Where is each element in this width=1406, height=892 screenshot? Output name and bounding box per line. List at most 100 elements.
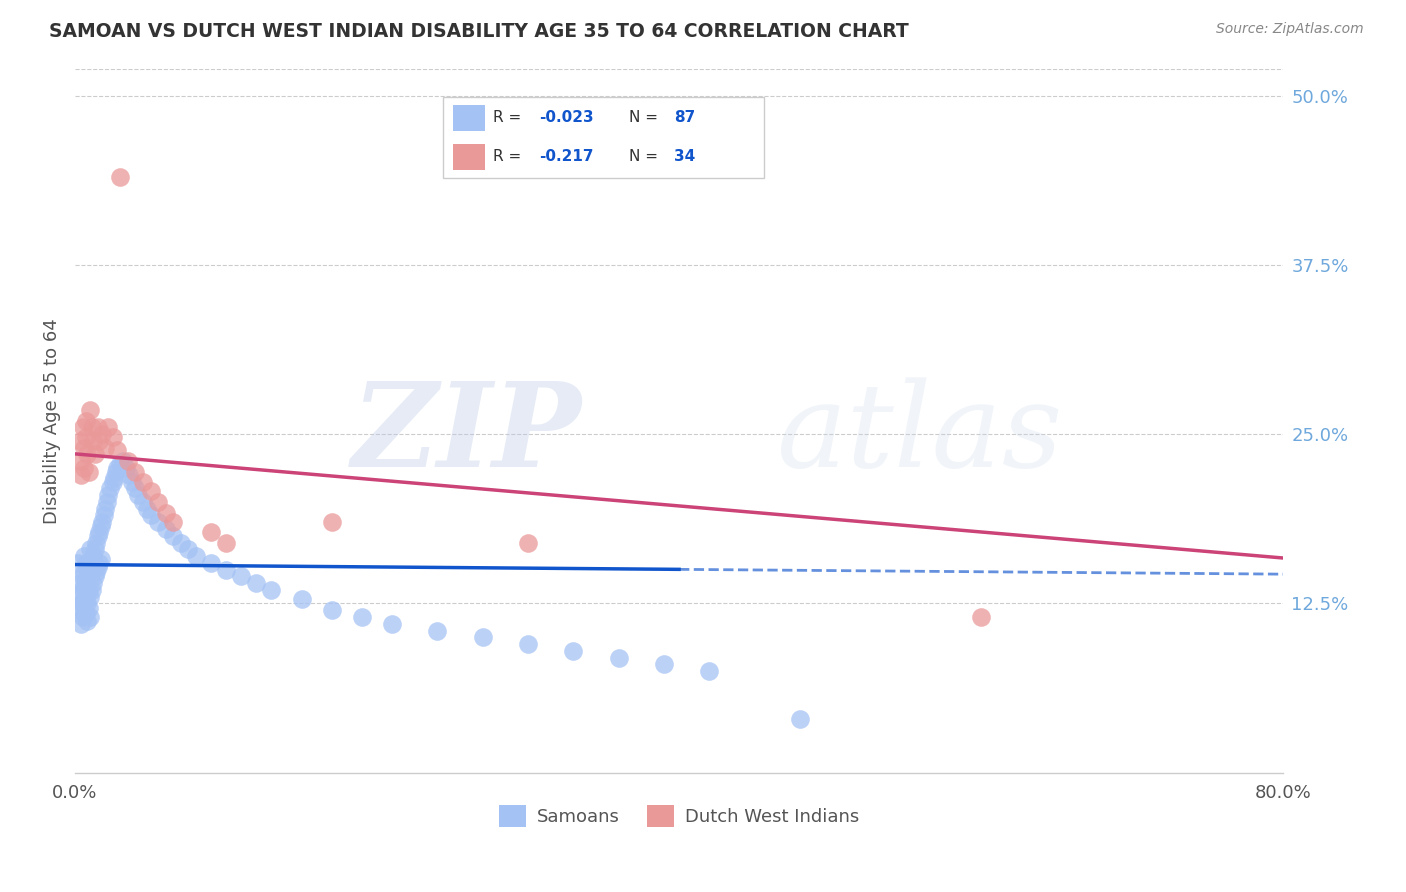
Point [426, 624, 449, 638]
Text: atlas: atlas [776, 377, 1062, 492]
Point [110, 457, 132, 471]
Point [70, 597, 93, 611]
Point [77, 582, 100, 597]
Point [73, 566, 96, 580]
Point [162, 515, 184, 529]
Point [607, 650, 630, 665]
Point [73, 461, 96, 475]
Point [84, 566, 107, 580]
Point [101, 430, 124, 444]
Point [76, 597, 98, 611]
Point [155, 506, 177, 520]
Point [121, 475, 143, 489]
Point [146, 495, 169, 509]
Point [72, 582, 94, 597]
Point [97, 420, 120, 434]
Legend: Samoans, Dutch West Indians: Samoans, Dutch West Indians [492, 797, 866, 834]
Point [260, 582, 283, 597]
Point [90, 519, 112, 533]
Point [517, 535, 540, 549]
Point [970, 610, 993, 624]
Point [82, 576, 104, 591]
Point [200, 556, 222, 570]
Point [73, 441, 96, 455]
Point [117, 454, 139, 468]
Point [124, 481, 146, 495]
Point [112, 454, 135, 468]
Point [101, 475, 124, 489]
Point [76, 448, 98, 462]
Point [350, 610, 373, 624]
Point [91, 427, 114, 442]
Point [118, 467, 141, 482]
Point [115, 461, 138, 475]
Point [89, 556, 111, 570]
Text: Source: ZipAtlas.com: Source: ZipAtlas.com [1216, 22, 1364, 37]
Point [91, 515, 114, 529]
Point [77, 600, 100, 615]
Point [72, 420, 94, 434]
Point [94, 441, 117, 455]
Point [69, 590, 91, 604]
Point [136, 501, 159, 516]
Point [97, 488, 120, 502]
Point [132, 475, 155, 489]
Point [73, 579, 96, 593]
Point [70, 454, 93, 468]
Point [75, 556, 97, 570]
Point [321, 603, 343, 617]
Point [562, 644, 585, 658]
Point [124, 465, 146, 479]
Point [82, 434, 104, 448]
Point [76, 579, 98, 593]
Point [73, 549, 96, 563]
Point [200, 524, 222, 539]
Point [80, 556, 103, 570]
Point [170, 535, 193, 549]
Point [75, 414, 97, 428]
Point [471, 630, 494, 644]
Point [79, 590, 101, 604]
Point [789, 712, 811, 726]
Point [79, 610, 101, 624]
Point [86, 529, 108, 543]
Point [80, 420, 103, 434]
Point [177, 542, 200, 557]
Point [98, 481, 121, 495]
Point [75, 606, 97, 620]
Point [215, 563, 238, 577]
Point [77, 566, 100, 580]
Point [83, 542, 105, 557]
Point [72, 610, 94, 624]
Point [73, 606, 96, 620]
Y-axis label: Disability Age 35 to 64: Disability Age 35 to 64 [44, 318, 60, 524]
Point [70, 616, 93, 631]
Point [229, 569, 252, 583]
Point [86, 560, 108, 574]
Point [89, 524, 111, 539]
Point [103, 470, 125, 484]
Point [697, 664, 720, 678]
Text: SAMOAN VS DUTCH WEST INDIAN DISABILITY AGE 35 TO 64 CORRELATION CHART: SAMOAN VS DUTCH WEST INDIAN DISABILITY A… [49, 22, 908, 41]
Point [77, 465, 100, 479]
Point [83, 448, 105, 462]
Point [290, 592, 312, 607]
Point [70, 603, 93, 617]
Point [89, 434, 111, 448]
Point [517, 637, 540, 651]
Point [139, 484, 162, 499]
Point [75, 574, 97, 588]
Point [381, 616, 404, 631]
Point [76, 563, 98, 577]
Point [321, 515, 343, 529]
Point [652, 657, 675, 672]
Point [84, 535, 107, 549]
Point [215, 535, 238, 549]
Point [90, 551, 112, 566]
Point [155, 522, 177, 536]
Point [184, 549, 207, 563]
Point [72, 597, 94, 611]
Point [76, 614, 98, 628]
Point [245, 576, 267, 591]
Point [86, 420, 108, 434]
